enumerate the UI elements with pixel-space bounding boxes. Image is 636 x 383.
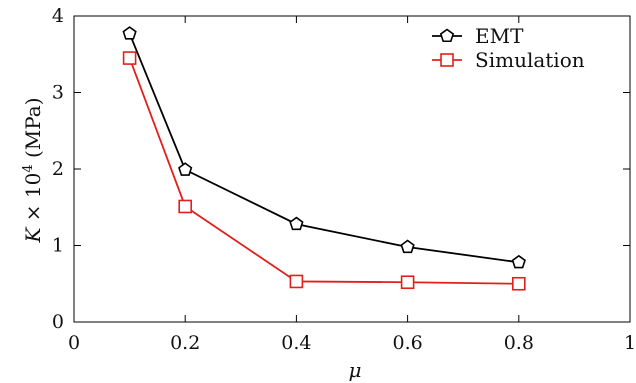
y-axis-label-symbol: K: [21, 227, 45, 244]
data-point-simulation: [511, 276, 526, 291]
data-point-simulation: [400, 275, 415, 290]
x-tick-label: 0.8: [504, 332, 534, 354]
x-tick-label: 1: [624, 332, 636, 354]
data-point-simulation: [289, 274, 304, 289]
x-axis-label: μ: [349, 358, 362, 382]
y-axis-label-times: × 10: [21, 173, 45, 228]
data-point-simulation: [178, 199, 192, 214]
y-tick-label: 4: [52, 5, 64, 27]
x-tick-label: 0.4: [281, 332, 311, 354]
legend-marker-simulation: [440, 53, 454, 67]
y-tick-label: 3: [52, 82, 64, 104]
x-tick-label: 0: [68, 332, 80, 354]
data-point-simulation: [122, 51, 137, 65]
y-tick-label: 1: [52, 235, 64, 257]
data-point-emt: [400, 239, 415, 254]
legend-marker-emt: [439, 28, 455, 43]
plot-area: 0 0.2 0.4 0.6 0.8 1 0 1 2 3 4: [52, 5, 636, 354]
data-point-emt: [122, 26, 137, 40]
y-axis-label: K × 104 (MPa): [21, 97, 45, 243]
data-point-emt: [178, 162, 193, 176]
y-axis-label-unit: (MPa): [21, 97, 45, 164]
series-line-emt: [128, 33, 519, 264]
x-tick-label: 0.6: [392, 332, 422, 354]
y-tick-label: 2: [52, 158, 64, 180]
y-axis-label-exponent: 4: [21, 164, 36, 172]
legend-label-emt: EMT: [475, 24, 524, 48]
data-point-emt: [511, 254, 526, 269]
data-point-emt: [289, 216, 304, 231]
y-tick-label: 0: [52, 311, 64, 333]
x-tick-label: 0.2: [170, 332, 200, 354]
legend-label-simulation: Simulation: [475, 48, 585, 72]
